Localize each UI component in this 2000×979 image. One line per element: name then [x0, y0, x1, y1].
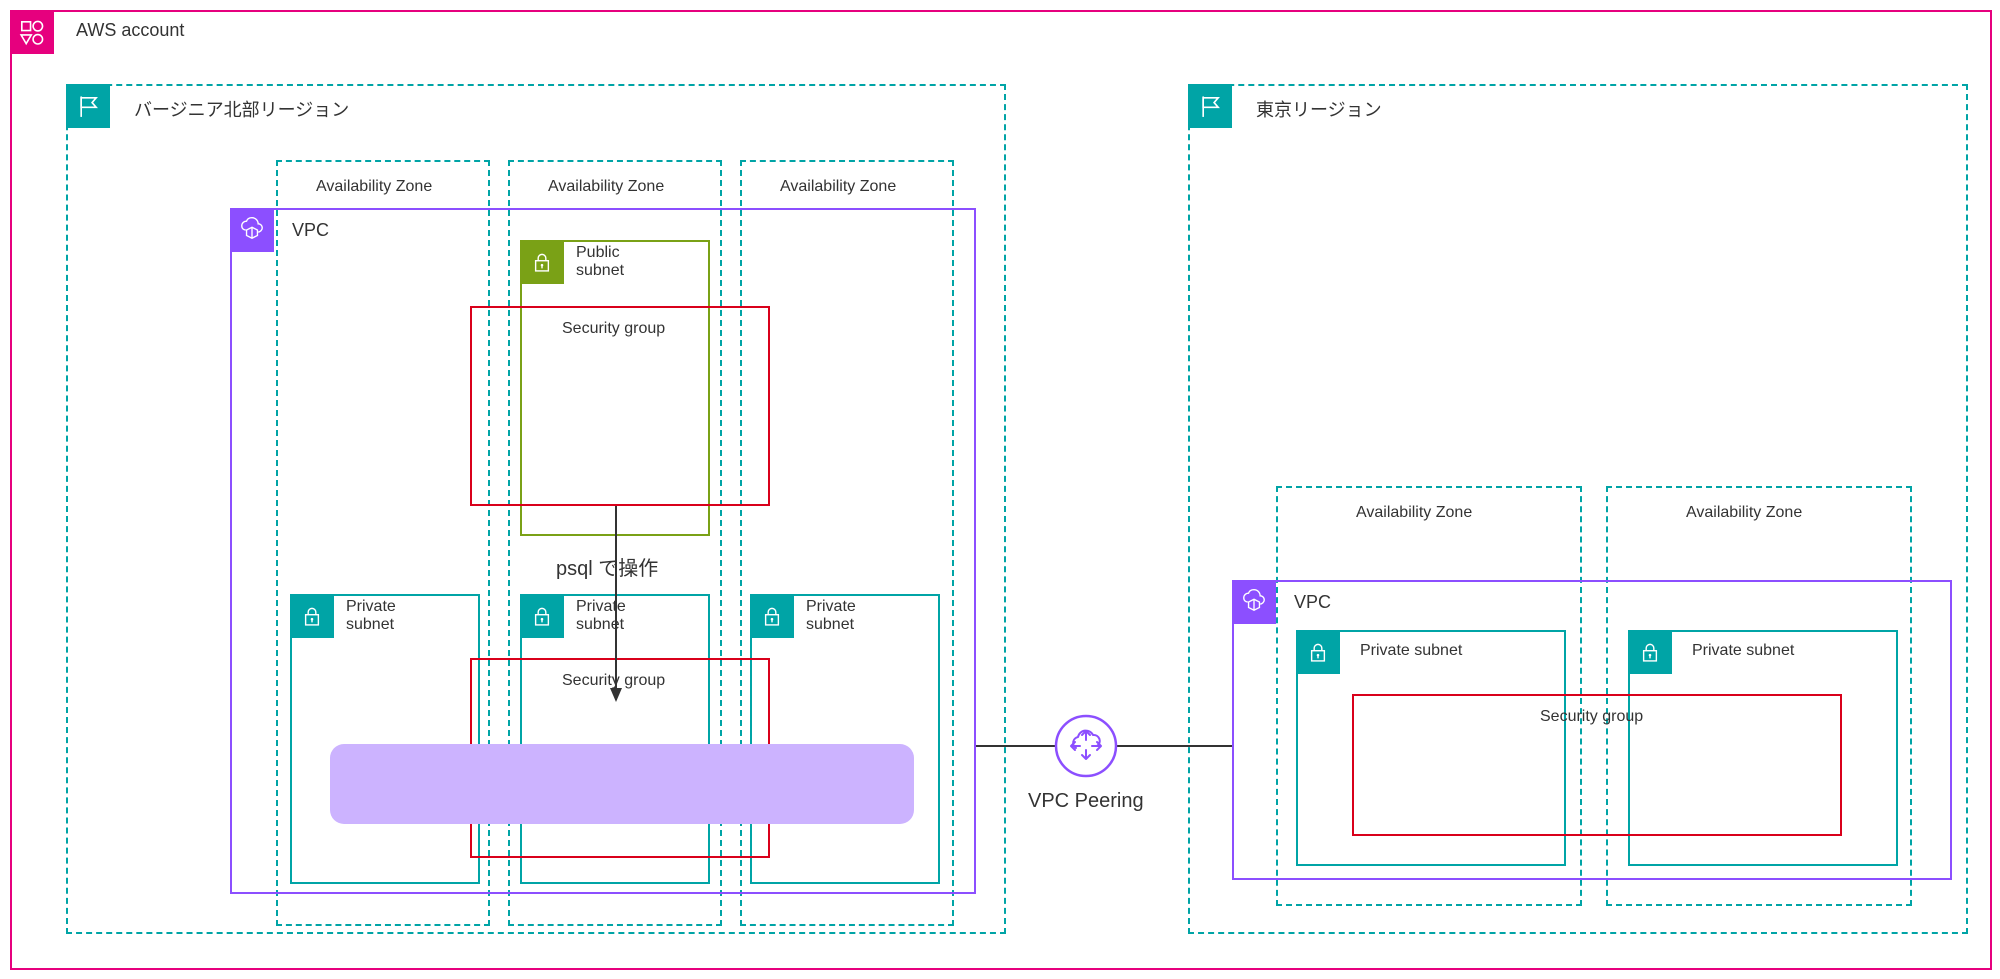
region-label: 東京リージョン — [1256, 96, 1382, 122]
private-subnet-lock-icon — [520, 594, 564, 638]
psql-note: psql で操作 — [556, 552, 658, 581]
private-subnet-label: Private subnet — [1692, 642, 1794, 660]
db-cluster-fill — [330, 744, 914, 824]
private-subnet-lock-icon — [1296, 630, 1340, 674]
public-subnet-lock-icon — [520, 240, 564, 284]
private-subnet-label: Privatesubnet — [576, 598, 626, 635]
aws-account-label: AWS account — [76, 20, 184, 41]
vpc-label: VPC — [292, 220, 329, 241]
availability-zone-label: Availability Zone — [1356, 504, 1472, 522]
availability-zone-label: Availability Zone — [780, 178, 896, 196]
vpc-peering-label: VPC Peering — [1028, 790, 1144, 813]
region-flag-icon — [1188, 84, 1232, 128]
availability-zone-label: Availability Zone — [316, 178, 432, 196]
private-subnet-lock-icon — [750, 594, 794, 638]
vpc-icon — [230, 208, 274, 252]
security-group-label: Security group — [562, 320, 665, 338]
vpc-label: VPC — [1294, 592, 1331, 613]
availability-zone-label: Availability Zone — [1686, 504, 1802, 522]
private-subnet-lock-icon — [290, 594, 334, 638]
private-subnet-label: Private subnet — [1360, 642, 1462, 660]
private-subnet-lock-icon — [1628, 630, 1672, 674]
aws-account-icon — [10, 10, 54, 54]
private-subnet-label: Privatesubnet — [806, 598, 856, 635]
vpc-icon — [1232, 580, 1276, 624]
region-flag-icon — [66, 84, 110, 128]
availability-zone-label: Availability Zone — [548, 178, 664, 196]
region-label: バージニア北部リージョン — [134, 96, 349, 122]
security-group-label: Security group — [1540, 708, 1643, 726]
diagram-stage: AWS account バージニア北部リージョン 東京リージョン Availabili… — [0, 0, 2000, 979]
private-subnet-label: Privatesubnet — [346, 598, 396, 635]
public-subnet-label: Publicsubnet — [576, 244, 624, 281]
security-group-label: Security group — [562, 672, 665, 690]
